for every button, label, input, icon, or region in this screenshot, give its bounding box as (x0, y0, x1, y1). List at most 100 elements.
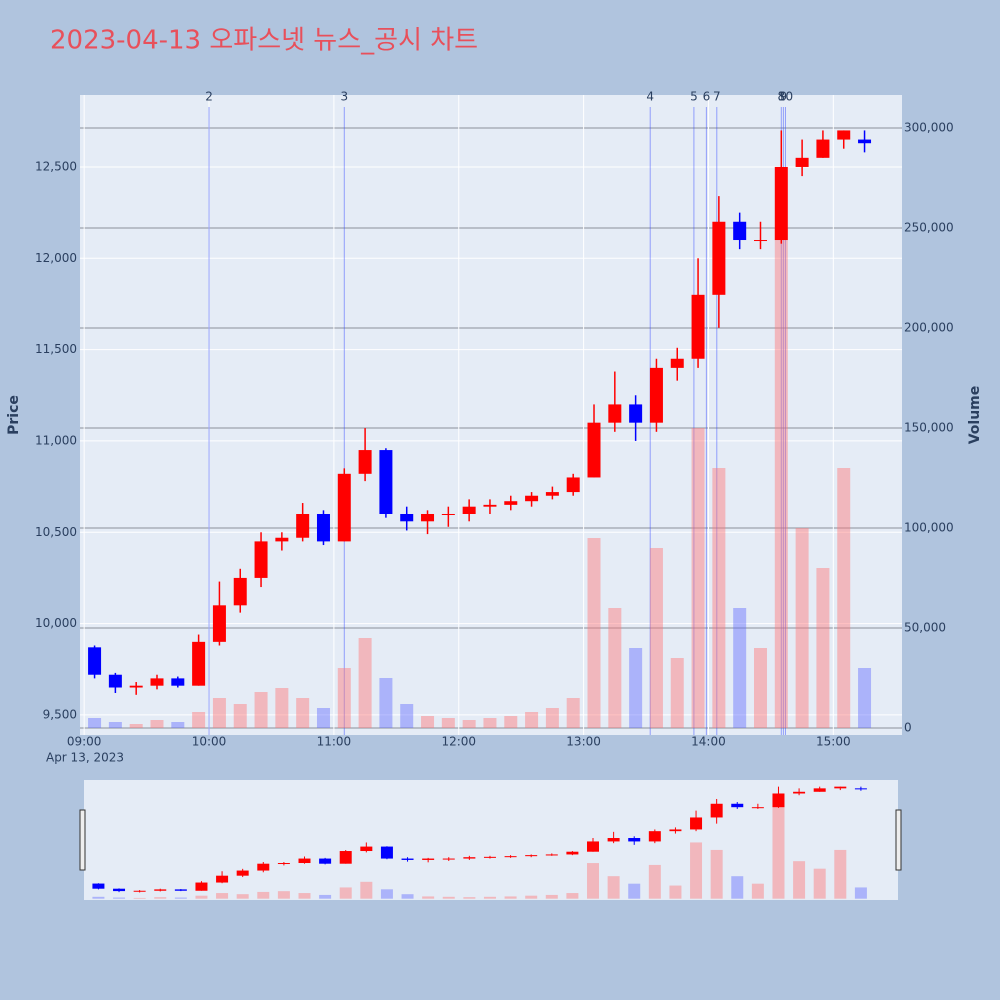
news-label: 8 (777, 90, 785, 104)
volume-bar (753, 648, 767, 728)
candle-body (504, 856, 517, 858)
candle-body (731, 803, 744, 808)
volume-bar (628, 883, 641, 899)
volume-bar (710, 849, 723, 899)
x-tick-label: 11:00 (317, 735, 352, 749)
candle-body (587, 841, 600, 852)
candle-body (607, 838, 620, 842)
volume-bar (254, 692, 268, 728)
volume-bar (525, 895, 538, 899)
candle-body (854, 788, 867, 790)
candle-body (133, 890, 146, 892)
candle-body (834, 786, 847, 789)
candle-body (400, 513, 414, 522)
volume-bar (504, 896, 517, 899)
volume-bar (648, 864, 661, 899)
volume-bar (854, 887, 867, 899)
slider-handle[interactable] (79, 809, 86, 871)
volume-bar (319, 894, 332, 899)
volume-bar (113, 897, 126, 899)
volume-bar (837, 468, 851, 728)
candle-body (483, 504, 497, 507)
candle-body (88, 647, 102, 675)
volume-bar (608, 608, 622, 728)
volume-bar (793, 861, 806, 899)
volume-bar (192, 712, 206, 728)
candle-body (690, 817, 703, 830)
volume-bar (731, 876, 744, 899)
y2-tick-label: 200,000 (904, 321, 954, 335)
candle-body (483, 856, 496, 858)
candle-body (421, 513, 435, 522)
volume-bar (504, 716, 518, 728)
candle-body (628, 838, 641, 842)
y-tick-label: 10,500 (35, 525, 77, 539)
volume-bar (733, 608, 747, 728)
candle-body (463, 857, 476, 859)
volume-bar (360, 881, 373, 899)
candle-body (441, 513, 455, 515)
candle-body (751, 807, 764, 809)
candle-body (379, 450, 393, 514)
candle-body (154, 889, 167, 891)
candle-body (108, 674, 122, 688)
y-tick-label: 12,000 (35, 251, 77, 265)
x-tick-label: 15:00 (816, 735, 851, 749)
candle-body (358, 450, 372, 474)
candle-body (212, 605, 226, 642)
candle-body (380, 846, 393, 859)
candle-body (712, 221, 726, 295)
volume-bar (463, 897, 476, 899)
candle-body (298, 858, 311, 864)
volume-bar (236, 894, 249, 899)
candle-body (795, 157, 809, 167)
volume-bar (257, 891, 270, 899)
volume-bar (133, 897, 146, 899)
candle-body (545, 492, 559, 496)
y-axis-title: Price (6, 395, 22, 435)
candle-body (339, 851, 352, 864)
volume-bar (129, 724, 143, 728)
volume-bar (545, 708, 559, 728)
volume-bar (566, 698, 580, 728)
volume-bar (212, 698, 226, 728)
volume-bar (751, 883, 764, 899)
candle-body (422, 858, 435, 860)
volume-bar (629, 648, 643, 728)
slider-handle[interactable] (895, 809, 902, 871)
volume-bar (195, 895, 208, 899)
news-label: 2 (205, 90, 213, 104)
candle-body (257, 863, 270, 871)
candle-body (587, 422, 601, 478)
y2-tick-label: 100,000 (904, 521, 954, 535)
volume-bar (216, 893, 229, 899)
volume-bar (441, 718, 455, 728)
candle-body (566, 477, 580, 493)
candle-body (150, 678, 164, 686)
y-tick-label: 12,500 (35, 159, 77, 173)
volume-bar (670, 658, 684, 728)
volume-bar (587, 538, 601, 728)
volume-bar (422, 896, 435, 899)
candle-body (319, 858, 332, 864)
y2-tick-label: 50,000 (904, 621, 946, 635)
volume-bar (483, 896, 496, 899)
candle-body (236, 870, 249, 876)
volume-bar (275, 688, 289, 728)
candle-body (772, 793, 785, 808)
volume-bar (337, 668, 351, 728)
candle-body (233, 577, 247, 606)
candle-body (462, 506, 476, 514)
candle-body (649, 367, 663, 423)
candle-body (837, 130, 851, 140)
y2-axis-title: Volume (967, 386, 983, 445)
y2-tick-label: 150,000 (904, 421, 954, 435)
volume-bar (669, 885, 682, 899)
candle-body (504, 501, 518, 505)
news-label: 6 (703, 90, 711, 104)
volume-bar (88, 718, 102, 728)
volume-bar (171, 722, 185, 728)
volume-bar (712, 468, 726, 728)
candle-body (525, 495, 539, 502)
